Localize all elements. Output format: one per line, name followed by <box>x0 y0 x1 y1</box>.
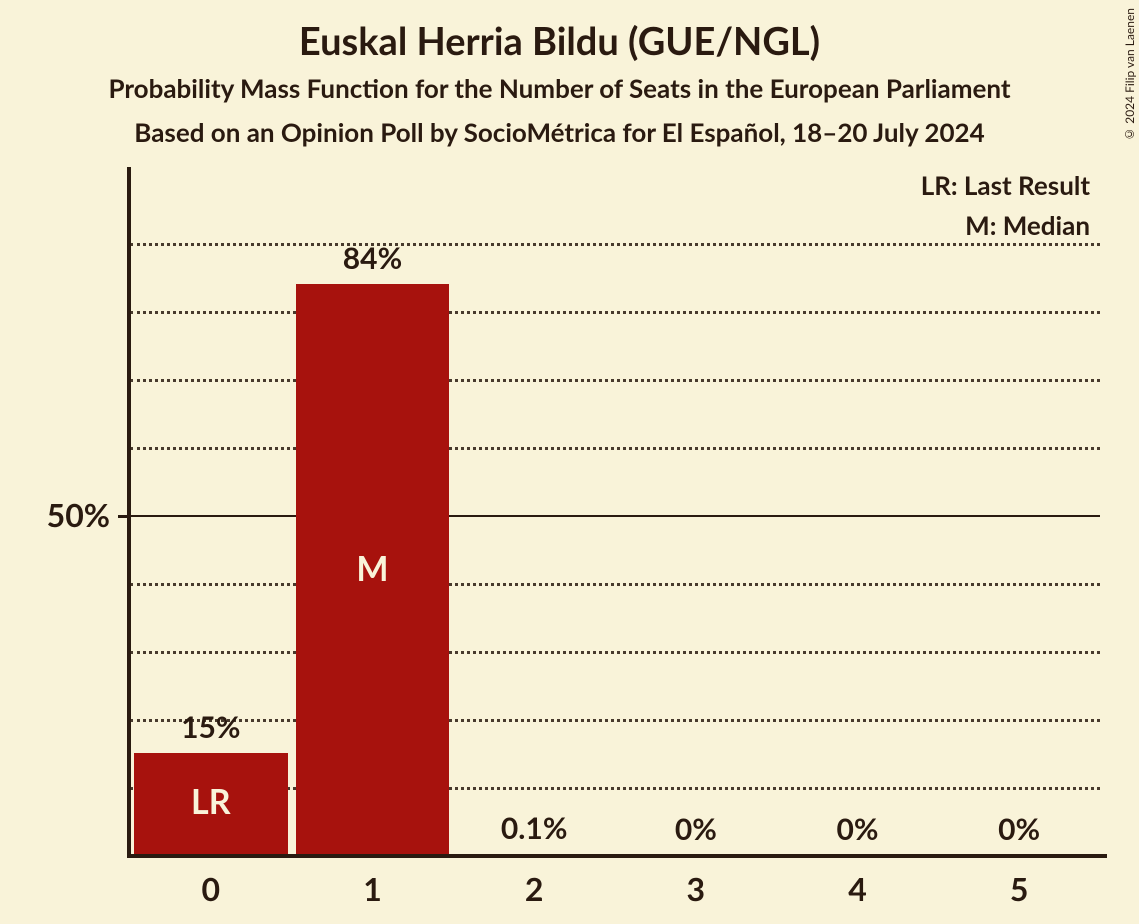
chart-container: Euskal Herria Bildu (GUE/NGL) Probabilit… <box>0 0 1139 924</box>
bar-value-label: 0.1% <box>453 810 615 846</box>
gridline-minor <box>130 447 1100 450</box>
x-tick-label: 2 <box>453 869 615 908</box>
gridline-minor <box>130 379 1100 382</box>
x-tick-label: 4 <box>777 869 939 908</box>
x-axis <box>127 854 1107 858</box>
chart-subtitle-2: Based on an Opinion Poll by SocioMétrica… <box>0 116 1119 148</box>
y-tick-label: 50% <box>0 495 110 534</box>
gridline-major <box>130 515 1100 517</box>
gridline-minor <box>130 583 1100 586</box>
bar-value-label: 15% <box>130 709 292 745</box>
bar-value-label: 84% <box>292 240 454 276</box>
plot-area: 50%15%LR084%M10.1%20%30%40%5LR: Last Res… <box>130 175 1100 855</box>
x-tick-label: 3 <box>615 869 777 908</box>
copyright-text: © 2024 Filip van Laenen <box>1122 8 1137 142</box>
x-tick-label: 1 <box>292 869 454 908</box>
gridline-minor <box>130 311 1100 314</box>
bar-value-label: 0% <box>938 811 1100 847</box>
gridline-minor <box>130 243 1100 246</box>
x-tick-label: 0 <box>130 869 292 908</box>
legend-lr: LR: Last Result <box>921 169 1090 201</box>
chart-title: Euskal Herria Bildu (GUE/NGL) <box>0 18 1119 64</box>
bar-value-label: 0% <box>777 811 939 847</box>
bar-value-label: 0% <box>615 811 777 847</box>
x-tick-label: 5 <box>938 869 1100 908</box>
legend-m: M: Median <box>965 209 1090 241</box>
bar-inner-label: LR <box>134 781 288 822</box>
chart-subtitle-1: Probability Mass Function for the Number… <box>0 72 1119 104</box>
bar-inner-label: M <box>296 548 450 589</box>
y-axis <box>127 167 131 855</box>
gridline-minor <box>130 651 1100 654</box>
